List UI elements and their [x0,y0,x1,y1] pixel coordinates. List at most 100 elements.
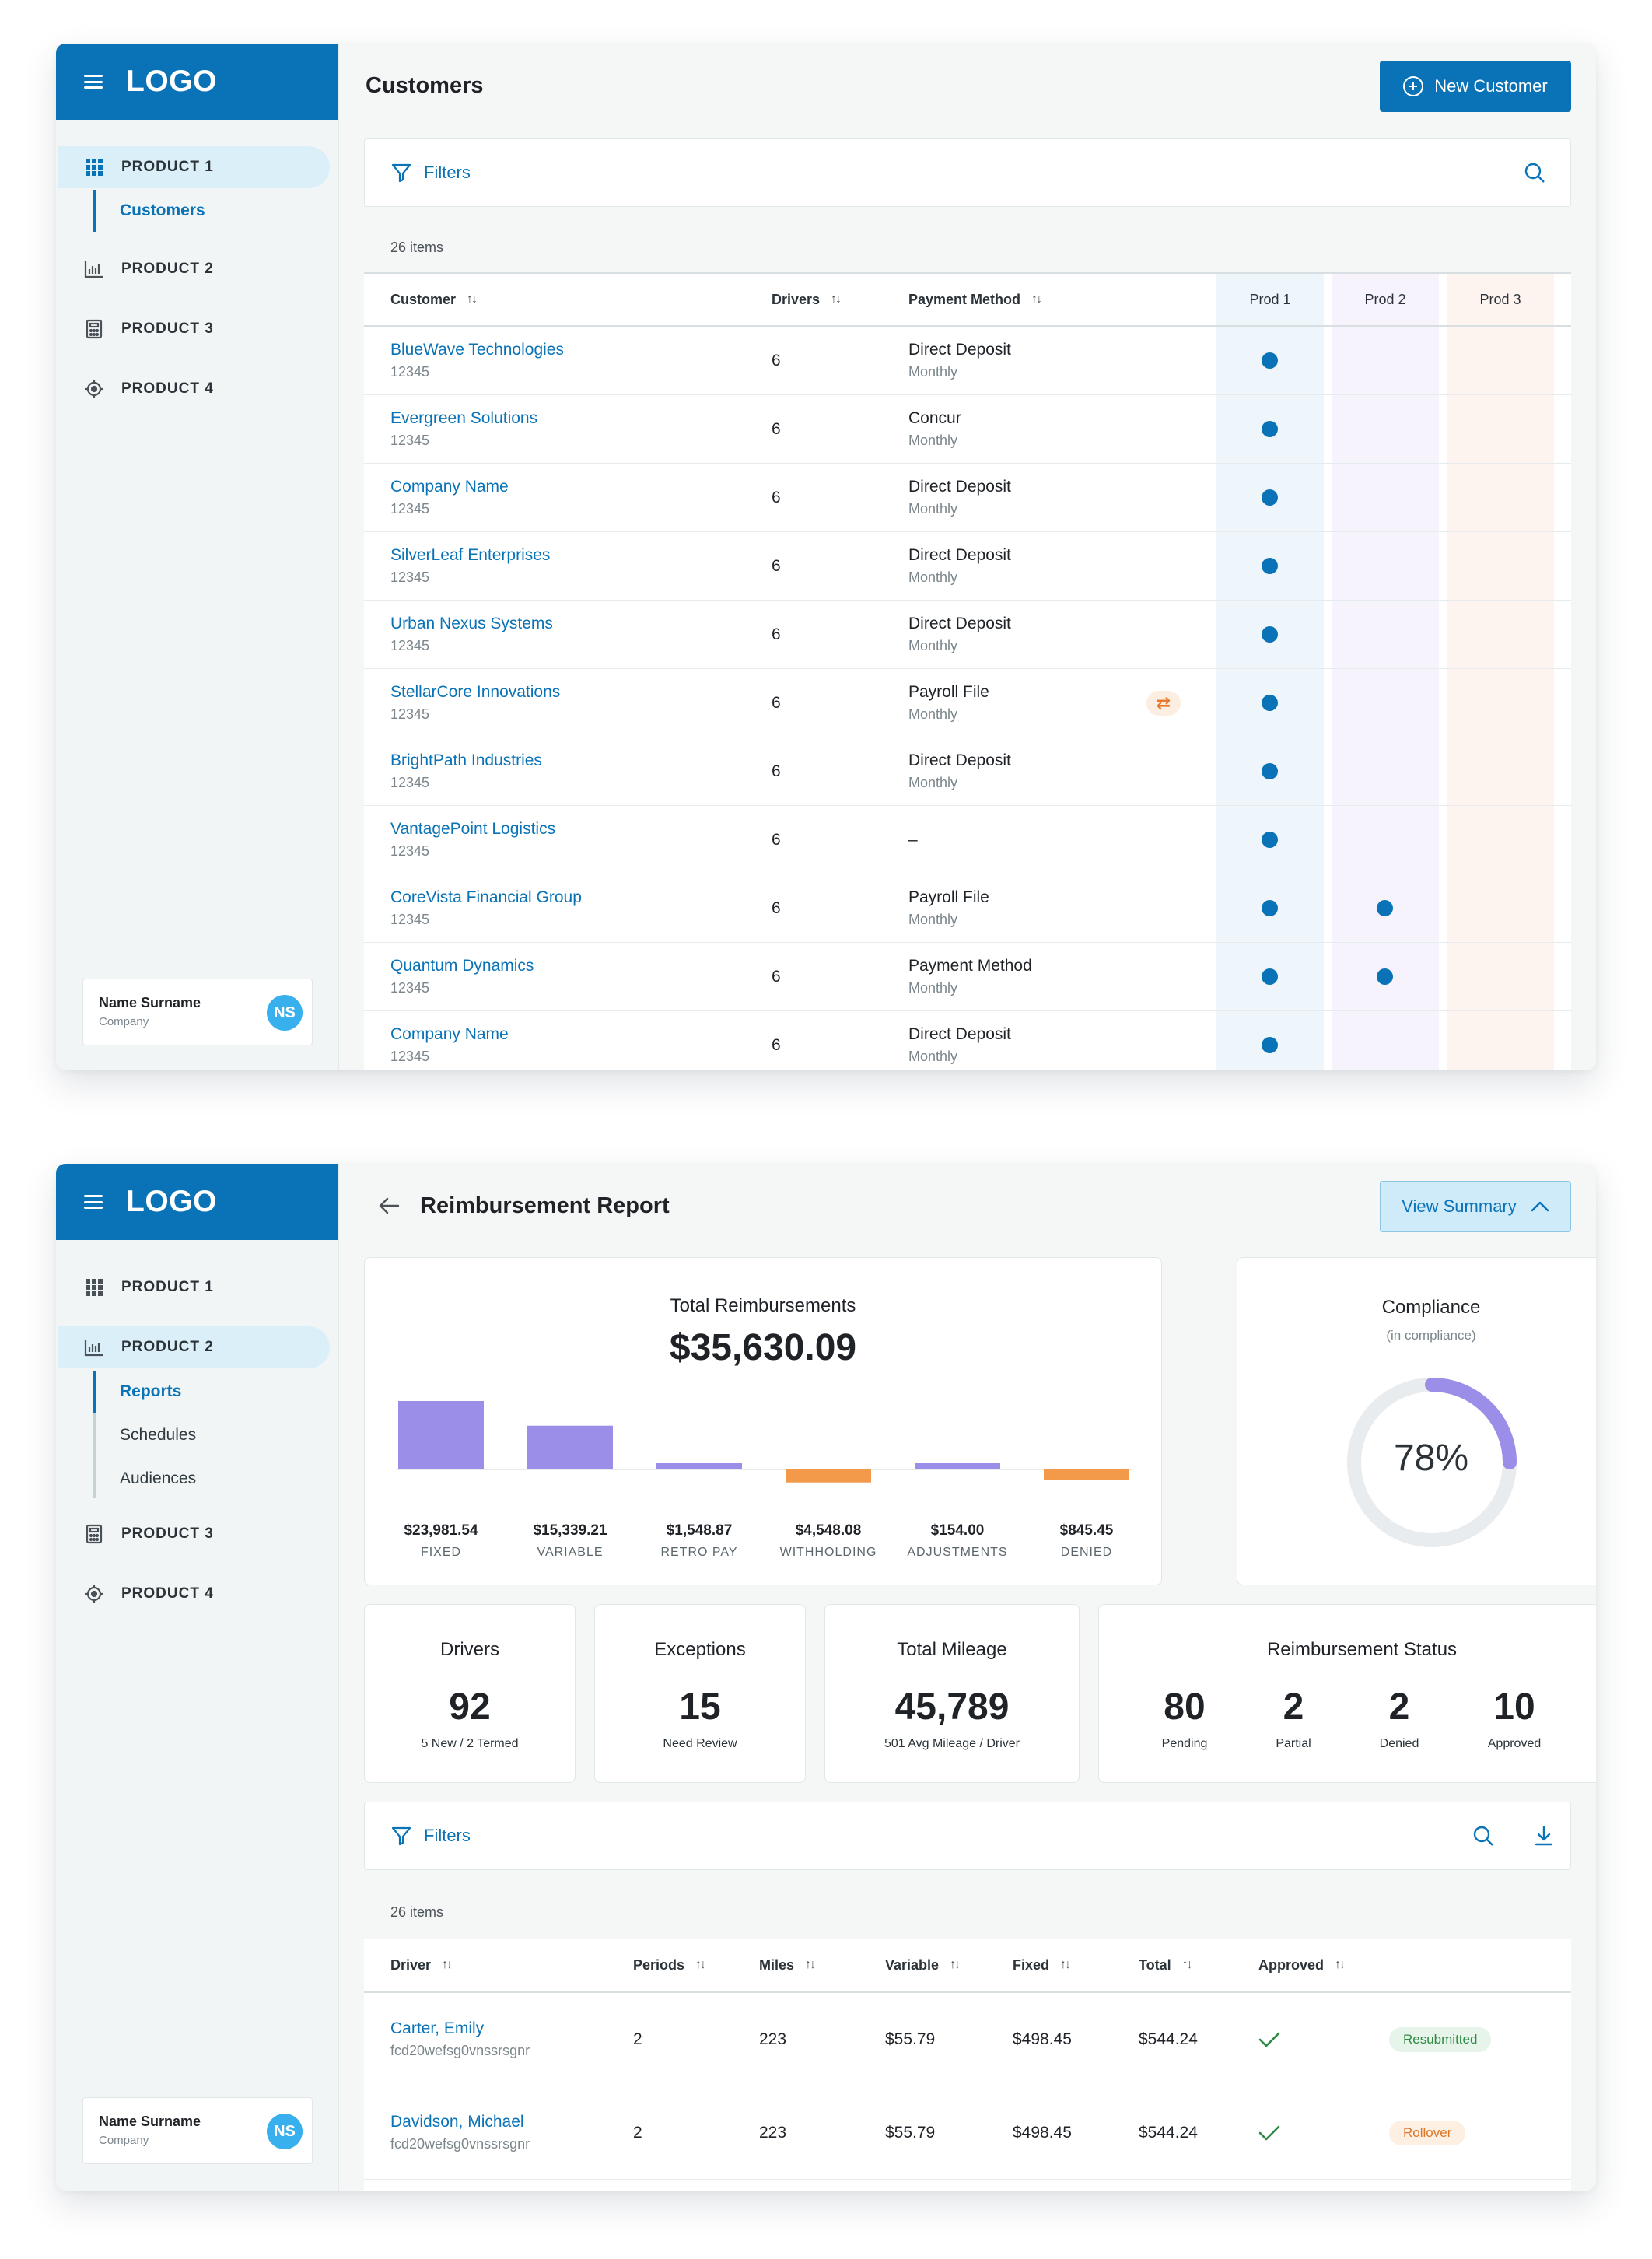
driver-name-link[interactable]: Davidson, Michael [390,2113,524,2131]
customer-name-link[interactable]: Company Name [390,478,509,496]
table-row[interactable]: VantagePoint Logistics 12345 6 – [364,806,1571,874]
nav-product-1[interactable]: PRODUCT 1 [58,1266,330,1308]
compliance-donut [1347,1378,1517,1547]
customer-name-link[interactable]: Quantum Dynamics [390,957,534,975]
nav-label: PRODUCT 4 [121,1585,214,1602]
customer-name-link[interactable]: BrightPath Industries [390,751,542,769]
col-customer[interactable]: Customer ↑↓ [390,291,478,307]
bar-withholding[interactable] [786,1469,871,1483]
fixed-cell: $498.45 [1013,1993,1072,2086]
sort-icon: ↑↓ [467,292,478,306]
payment-cell: Direct Deposit Monthly [908,532,1011,600]
variable-value: $55.79 [885,2030,936,2048]
user-card[interactable]: Name Surname Company NS [82,979,313,1045]
bar-adjustments[interactable] [915,1463,1000,1469]
nav-label: PRODUCT 1 [121,1279,214,1295]
payment-frequency: Monthly [908,1049,958,1064]
col-driver[interactable]: Driver ↑↓ [390,1956,453,1973]
bar-fixed[interactable] [398,1401,484,1469]
table-row[interactable]: Urban Nexus Systems 12345 6 Direct Deposit M… [364,601,1571,669]
customer-name-link[interactable]: SilverLeaf Enterprises [390,546,551,564]
table-row[interactable]: BrightPath Industries 12345 6 Direct Deposi… [364,737,1571,806]
table-row[interactable]: Company Name 12345 6 Direct Deposit Monthly [364,464,1571,532]
user-card[interactable]: Name Surname Company NS [82,2097,313,2164]
col-approved[interactable]: Approved ↑↓ [1258,1956,1346,1973]
col-prod2[interactable]: Prod 2 [1332,274,1439,325]
table-row[interactable]: Davidson, Michael fcd20wefsg0vnssrsgnr 2 22… [364,2086,1571,2180]
driver-id: fcd20wefsg0vnssrsgnr [390,2043,530,2058]
sort-icon: ↑↓ [1181,1958,1193,1971]
customer-name-link[interactable]: BlueWave Technologies [390,341,564,359]
nav-product-2[interactable]: PRODUCT 2 [58,1326,330,1368]
sort-icon: ↑↓ [805,1958,816,1971]
prod2-status-dot [1377,968,1393,985]
drivers-value: 92 [449,1686,491,1728]
prod1-status-dot [1262,421,1278,437]
status-pending-label: Pending [1161,1737,1208,1750]
table-row[interactable]: Company Name 12345 6 Direct Deposit Monthly [364,1011,1571,1070]
table-row[interactable]: CoreVista Financial Group 12345 6 Payroll F… [364,874,1571,943]
col-drivers[interactable]: Drivers ↑↓ [772,291,842,307]
customer-name-link[interactable]: Evergreen Solutions [390,409,538,427]
card-title: Drivers [440,1639,499,1660]
bar-value-label: $154.00 [930,1522,985,1539]
prod1-status-dot [1262,900,1278,916]
nav-product-4[interactable]: PRODUCT 4 [58,1573,330,1615]
bar-denied[interactable] [1044,1469,1129,1480]
driver-name-link[interactable]: Carter, Emily [390,2019,485,2037]
search-button[interactable] [1466,1802,1500,1869]
col-fixed[interactable]: Fixed ↑↓ [1013,1956,1071,1973]
menu-icon[interactable] [84,75,103,89]
prod1-column-bg [1216,272,1324,1070]
table-row[interactable]: Evergreen Solutions 12345 6 Concur Monthly [364,395,1571,464]
nav-product-4[interactable]: PRODUCT 4 [58,368,330,410]
prod1-status-dot [1262,489,1278,506]
nav-product-3[interactable]: PRODUCT 3 [58,308,330,350]
subnav-customers[interactable]: Customers [120,201,205,219]
filters-button[interactable]: Filters [391,139,471,206]
nav-label: PRODUCT 2 [121,1339,214,1355]
drivers-count: 6 [772,625,781,643]
table-row[interactable]: SilverLeaf Enterprises 12345 6 Direct Depos… [364,532,1571,601]
nav-product-1[interactable]: PRODUCT 1 [58,146,330,188]
table-row[interactable]: StellarCore Innovations 12345 6 Payroll Fil… [364,669,1571,737]
payment-frequency: Monthly [908,638,958,653]
back-button[interactable] [372,1186,406,1226]
download-button[interactable] [1527,1802,1561,1869]
col-total[interactable]: Total ↑↓ [1139,1956,1193,1973]
col-periods[interactable]: Periods ↑↓ [633,1956,706,1973]
subnav-reports[interactable]: Reports [120,1382,182,1400]
customer-name-link[interactable]: Urban Nexus Systems [390,615,553,632]
filters-button[interactable]: Filters [391,1802,471,1869]
card-title: Total Reimbursements [670,1295,856,1316]
col-miles[interactable]: Miles ↑↓ [759,1956,816,1973]
customer-cell: Company Name 12345 [390,1011,509,1070]
compliance-percent: 78% [1393,1438,1469,1479]
subnav-schedules[interactable]: Schedules [120,1426,197,1444]
nav-product-2[interactable]: PRODUCT 2 [58,248,330,290]
menu-icon[interactable] [84,1195,103,1209]
new-customer-button[interactable]: New Customer [1380,61,1571,112]
payment-method: Payroll File [908,888,989,906]
bar-chart-icon [84,1337,104,1357]
customer-name-link[interactable]: StellarCore Innovations [390,683,561,701]
table-row[interactable]: Quantum Dynamics 12345 6 Payment Method Mont… [364,943,1571,1011]
customer-name-link[interactable]: CoreVista Financial Group [390,888,582,906]
bar-variable[interactable] [527,1425,613,1469]
subnav-audiences[interactable]: Audiences [120,1469,197,1487]
customer-name-link[interactable]: Company Name [390,1025,509,1043]
col-payment-method[interactable]: Payment Method ↑↓ [908,291,1042,307]
search-button[interactable] [1517,139,1552,206]
view-summary-button[interactable]: View Summary [1380,1181,1571,1232]
col-prod3[interactable]: Prod 3 [1447,274,1554,325]
table-row[interactable]: BlueWave Technologies 12345 6 Direct Deposi… [364,327,1571,395]
bar-retro-pay[interactable] [656,1463,742,1469]
nav-product-3[interactable]: PRODUCT 3 [58,1513,330,1555]
col-variable[interactable]: Variable ↑↓ [885,1956,961,1973]
payment-method: Direct Deposit [908,751,1011,769]
table-row[interactable]: Carter, Emily fcd20wefsg0vnssrsgnr 2 223 $55… [364,1993,1571,2086]
bar-category-label: VARIABLE [537,1546,604,1559]
customer-name-link[interactable]: VantagePoint Logistics [390,820,556,838]
swap-icon[interactable]: ⇄ [1146,691,1181,716]
col-prod1[interactable]: Prod 1 [1216,274,1324,325]
